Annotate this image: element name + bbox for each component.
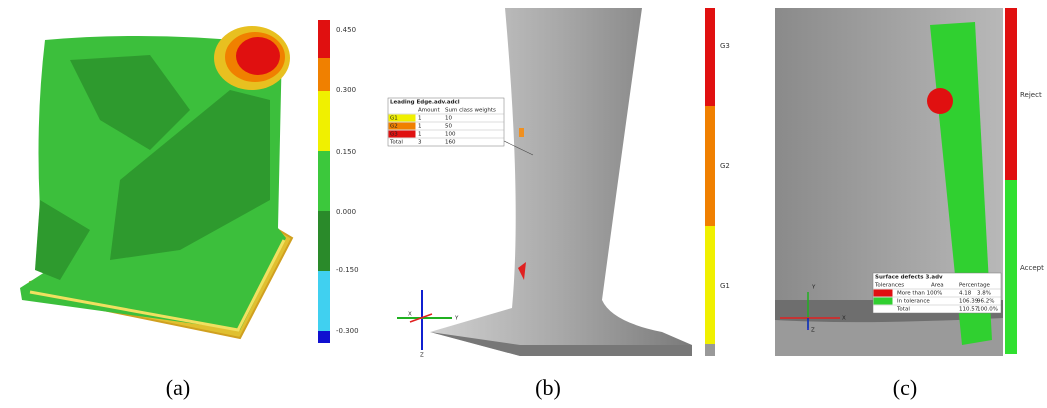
table-cell: 106.39 <box>959 299 979 305</box>
table-cell: 110.57 <box>959 307 979 313</box>
table-cell: G3 <box>390 132 398 138</box>
table-cell: 100.0% <box>977 307 998 313</box>
colorbar-label: G3 <box>720 42 730 50</box>
panel-a-render <box>20 26 292 338</box>
axis-label: X <box>408 312 412 318</box>
caption: (b) <box>535 375 561 400</box>
colorbar-label: -0.150 <box>336 266 359 274</box>
figure: 0.450 0.300 0.150 0.000 -0.150 -0.300 (a) X Y Z… <box>0 0 1047 408</box>
table-cell: G1 <box>390 116 398 122</box>
table-cell: 3.8% <box>977 291 991 297</box>
table-cell: Total <box>896 307 910 313</box>
colorbar-b <box>705 8 715 356</box>
table-cell: 4.18 <box>959 291 972 297</box>
table-cell: 3 <box>418 140 422 146</box>
table-cell: 1 <box>418 124 422 130</box>
colorbar-label: G2 <box>720 162 730 170</box>
colorbar-label: G1 <box>720 282 730 290</box>
axis-label: Z <box>420 353 424 359</box>
table-header: Area <box>931 283 944 289</box>
table-cell: 1 <box>418 132 422 138</box>
table-cell: Total <box>389 140 403 146</box>
table-title: Leading Edge.adv.adcl <box>390 100 460 106</box>
axis-label: Y <box>454 316 459 322</box>
table-cell: In tolerance <box>897 299 930 305</box>
colorbar-label: 0.450 <box>336 26 356 34</box>
row-swatch <box>874 298 893 305</box>
table-header: Sum class weights <box>445 108 496 114</box>
table-header: Amount <box>418 108 440 114</box>
table-cell: More than 100% <box>897 291 942 297</box>
axis-label: X <box>842 316 846 322</box>
axis-label: Y <box>811 285 816 291</box>
table-cell: 1 <box>418 116 422 122</box>
colorbar-label: 0.300 <box>336 86 356 94</box>
table-cell: 96.2% <box>977 299 994 305</box>
table-cell: 100 <box>445 132 456 138</box>
row-swatch <box>874 290 893 297</box>
table-cell: 50 <box>445 124 452 130</box>
colorbar-label: Reject <box>1020 91 1042 99</box>
table-cell: 10 <box>445 116 452 122</box>
colorbar-label: Accept <box>1020 264 1044 272</box>
colorbar-c <box>1005 8 1017 354</box>
axis-label: Z <box>811 328 815 334</box>
colorbar-label: 0.150 <box>336 148 356 156</box>
caption: (a) <box>166 375 190 400</box>
colorbar-a <box>318 20 330 343</box>
panel-b-render <box>397 8 692 356</box>
table-title: Surface defects 3.adv <box>875 275 943 281</box>
table-header: Percentage <box>959 283 991 289</box>
caption: (c) <box>893 375 917 400</box>
table-cell: G2 <box>390 124 398 130</box>
colorbar-label: 0.000 <box>336 208 356 216</box>
table-cell: 160 <box>445 140 456 146</box>
table-header: Tolerances <box>874 283 904 289</box>
colorbar-label: -0.300 <box>336 327 359 335</box>
